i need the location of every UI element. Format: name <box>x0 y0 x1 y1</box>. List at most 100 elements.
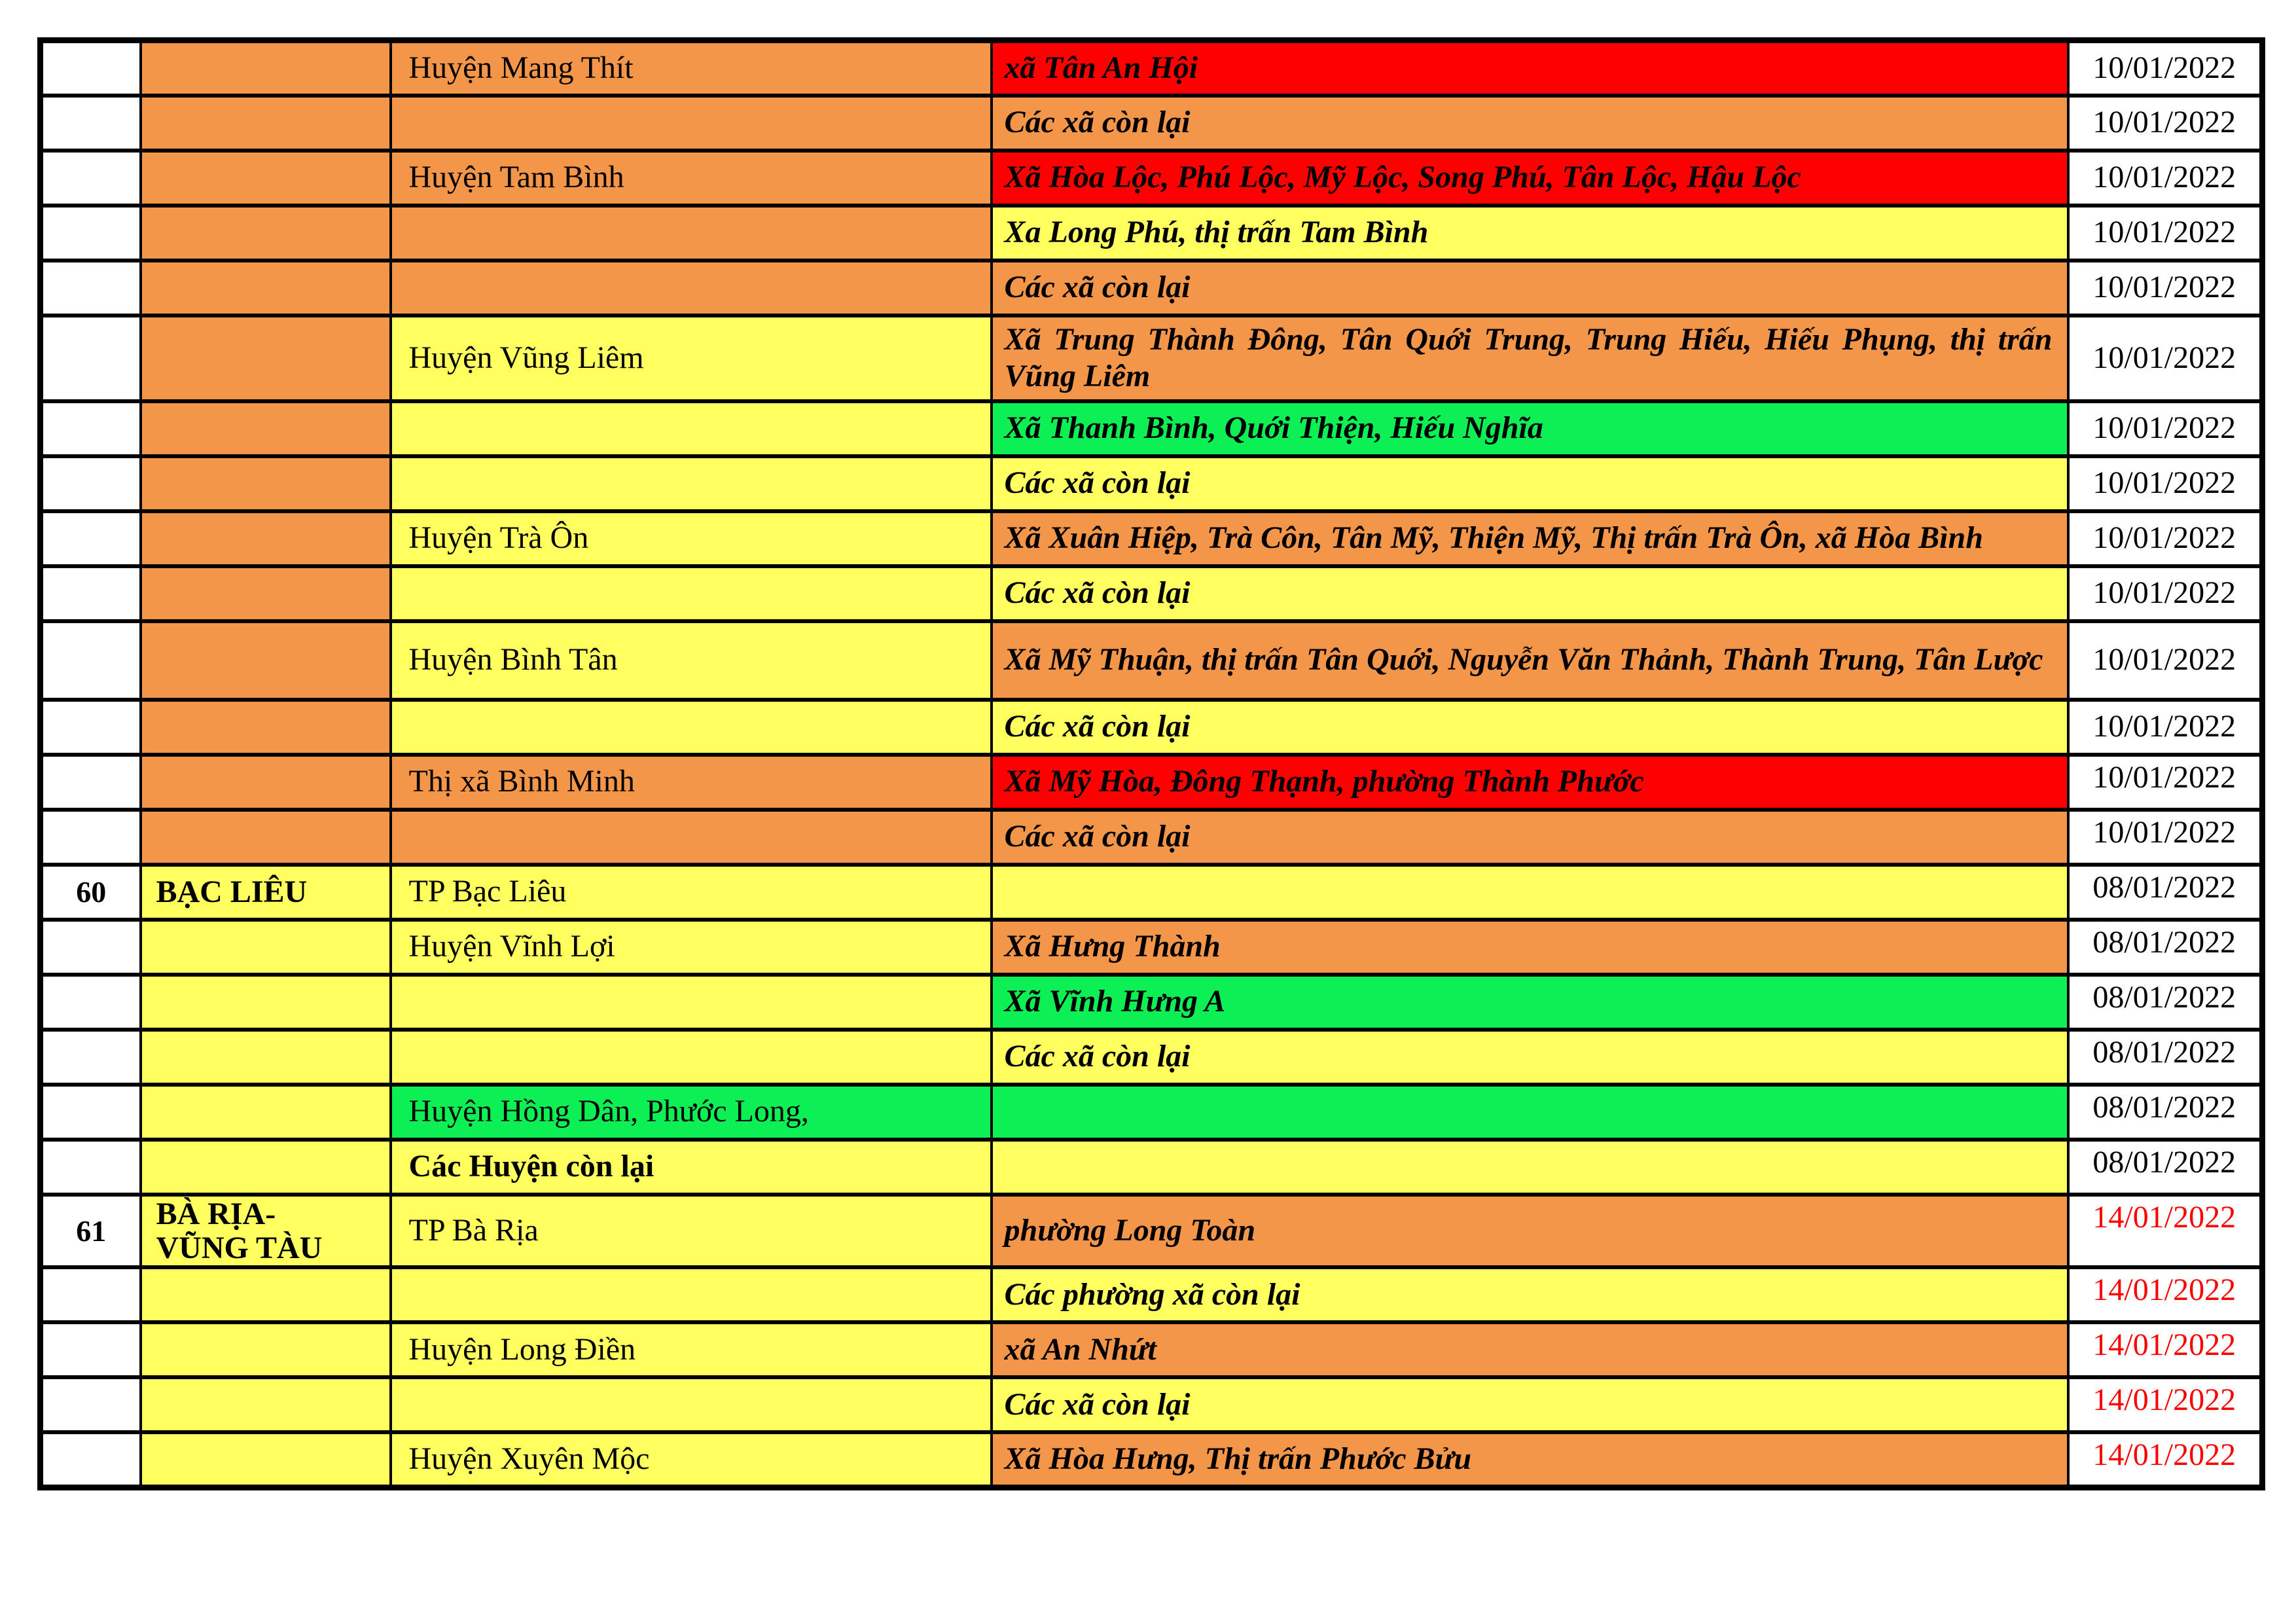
commune-list-cell: Xã Mỹ Hòa, Đông Thạnh, phường Thành Phướ… <box>990 752 2070 812</box>
district-name-cell: Các Huyện còn lại <box>389 1137 993 1197</box>
effective-date-cell: 14/01/2022 <box>2066 1320 2264 1380</box>
row-number-cell <box>39 38 142 98</box>
commune-list-cell: xã An Nhứt <box>990 1320 2070 1380</box>
row-number-cell <box>39 697 142 757</box>
row-number-cell <box>39 807 142 867</box>
effective-date-cell: 10/01/2022 <box>2066 399 2264 458</box>
effective-date-cell: 14/01/2022 <box>2066 1265 2264 1325</box>
table-row: Huyện Hồng Dân, Phước Long, 08/01/2022 <box>39 1082 2264 1142</box>
commune-list-cell: Các xã còn lại <box>990 564 2070 623</box>
district-name-cell: TP Bạc Liêu <box>389 862 993 922</box>
table-row: Thị xã Bình Minh Xã Mỹ Hòa, Đông Thạnh, … <box>39 752 2264 812</box>
effective-date-cell: 10/01/2022 <box>2066 807 2264 867</box>
row-number-cell <box>39 972 142 1032</box>
commune-list-cell: Các xã còn lại <box>990 258 2070 317</box>
province-name-cell <box>139 509 392 568</box>
table-row: Các xã còn lại 10/01/2022 <box>39 807 2264 867</box>
covid-risk-level-table: Huyện Mang Thít xã Tân An Hội 10/01/2022… <box>37 37 2265 1490</box>
table-row: Huyện Mang Thít xã Tân An Hội 10/01/2022 <box>39 38 2264 98</box>
province-name-cell: BÀ RỊA- VŨNG TÀU <box>139 1192 392 1270</box>
province-name-cell <box>139 697 392 757</box>
district-name-cell <box>389 203 993 262</box>
province-name-cell <box>139 1430 392 1490</box>
district-name-cell: Huyện Tam Bình <box>389 148 993 208</box>
row-number-cell: 60 <box>39 862 142 922</box>
row-number-cell <box>39 203 142 262</box>
table-row: Huyện Long Điền xã An Nhứt 14/01/2022 <box>39 1320 2264 1380</box>
row-number-cell <box>39 1375 142 1435</box>
row-number-cell <box>39 509 142 568</box>
table-row: Xa Long Phú, thị trấn Tam Bình 10/01/202… <box>39 203 2264 262</box>
district-name-cell: Huyện Hồng Dân, Phước Long, <box>389 1082 993 1142</box>
district-name-cell: Huyện Mang Thít <box>389 38 993 98</box>
effective-date-cell: 10/01/2022 <box>2066 509 2264 568</box>
district-name-cell <box>389 1375 993 1435</box>
province-name-cell <box>139 93 392 153</box>
province-name-cell <box>139 258 392 317</box>
effective-date-cell: 10/01/2022 <box>2066 564 2264 623</box>
row-number-cell <box>39 313 142 403</box>
district-name-cell <box>389 454 993 513</box>
effective-date-cell: 10/01/2022 <box>2066 258 2264 317</box>
province-name-cell <box>139 619 392 702</box>
commune-list-cell: Các xã còn lại <box>990 1375 2070 1435</box>
effective-date-cell: 14/01/2022 <box>2066 1430 2264 1490</box>
province-name-cell <box>139 1265 392 1325</box>
district-name-cell <box>389 972 993 1032</box>
table-row: Huyện Vũng Liêm Xã Trung Thành Đông, Tân… <box>39 313 2264 403</box>
commune-list-cell: Xã Trung Thành Đông, Tân Quới Trung, Tru… <box>990 313 2070 403</box>
row-number-cell <box>39 1137 142 1197</box>
commune-list-cell: Xã Mỹ Thuận, thị trấn Tân Quới, Nguyễn V… <box>990 619 2070 702</box>
district-name-cell: Thị xã Bình Minh <box>389 752 993 812</box>
province-name-cell <box>139 38 392 98</box>
district-name-cell: Huyện Vĩnh Lợi <box>389 917 993 977</box>
row-number-cell <box>39 148 142 208</box>
effective-date-cell: 08/01/2022 <box>2066 972 2264 1032</box>
province-name-cell <box>139 148 392 208</box>
table-row: Huyện Bình Tân Xã Mỹ Thuận, thị trấn Tân… <box>39 619 2264 702</box>
commune-list-cell: Các xã còn lại <box>990 454 2070 513</box>
table-row: Các xã còn lại 10/01/2022 <box>39 93 2264 153</box>
district-name-cell <box>389 807 993 867</box>
effective-date-cell: 10/01/2022 <box>2066 752 2264 812</box>
row-number-cell: 61 <box>39 1192 142 1270</box>
table-body: Huyện Mang Thít xã Tân An Hội 10/01/2022… <box>39 38 2264 1490</box>
table-row: Huyện Tam Bình Xã Hòa Lộc, Phú Lộc, Mỹ L… <box>39 148 2264 208</box>
commune-list-cell: Xã Vĩnh Hưng A <box>990 972 2070 1032</box>
commune-list-cell: Các xã còn lại <box>990 93 2070 153</box>
table-row: Các Huyện còn lại 08/01/2022 <box>39 1137 2264 1197</box>
effective-date-cell: 10/01/2022 <box>2066 697 2264 757</box>
effective-date-cell: 10/01/2022 <box>2066 93 2264 153</box>
effective-date-cell: 08/01/2022 <box>2066 917 2264 977</box>
province-name-cell <box>139 203 392 262</box>
row-number-cell <box>39 917 142 977</box>
table-row: Các xã còn lại 10/01/2022 <box>39 454 2264 513</box>
effective-date-cell: 08/01/2022 <box>2066 1027 2264 1087</box>
effective-date-cell: 14/01/2022 <box>2066 1192 2264 1270</box>
commune-list-cell: Các xã còn lại <box>990 697 2070 757</box>
province-name-cell <box>139 917 392 977</box>
row-number-cell <box>39 1430 142 1490</box>
district-name-cell: Huyện Long Điền <box>389 1320 993 1380</box>
district-name-cell: Huyện Xuyên Mộc <box>389 1430 993 1490</box>
district-name-cell <box>389 564 993 623</box>
commune-list-cell: xã Tân An Hội <box>990 38 2070 98</box>
province-name-cell <box>139 313 392 403</box>
row-number-cell <box>39 564 142 623</box>
commune-list-cell: Xã Hòa Lộc, Phú Lộc, Mỹ Lộc, Song Phú, T… <box>990 148 2070 208</box>
commune-list-cell: phường Long Toàn <box>990 1192 2070 1270</box>
district-name-cell <box>389 1027 993 1087</box>
table-row: 60 BẠC LIÊU TP Bạc Liêu 08/01/2022 <box>39 862 2264 922</box>
commune-list-cell: Xã Xuân Hiệp, Trà Côn, Tân Mỹ, Thiện Mỹ,… <box>990 509 2070 568</box>
row-number-cell <box>39 258 142 317</box>
effective-date-cell: 10/01/2022 <box>2066 313 2264 403</box>
effective-date-cell: 10/01/2022 <box>2066 38 2264 98</box>
province-name-cell <box>139 1320 392 1380</box>
province-name-cell <box>139 1375 392 1435</box>
table-row: Các xã còn lại 10/01/2022 <box>39 697 2264 757</box>
commune-list-cell: Xã Thanh Bình, Quới Thiện, Hiếu Nghĩa <box>990 399 2070 458</box>
table-row: Các xã còn lại 14/01/2022 <box>39 1375 2264 1435</box>
district-name-cell: TP Bà Rịa <box>389 1192 993 1270</box>
district-name-cell <box>389 697 993 757</box>
